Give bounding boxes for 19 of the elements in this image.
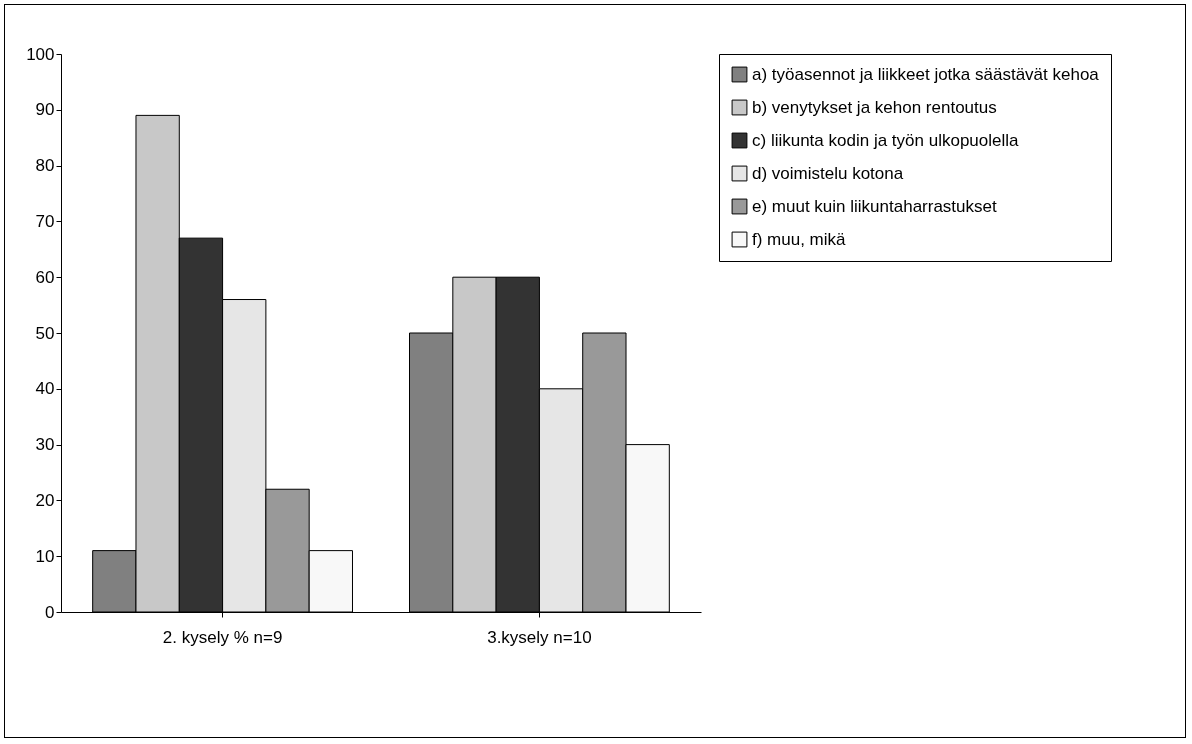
x-tick-label: 3.kysely n=10 xyxy=(487,627,592,647)
y-tick-label: 100 xyxy=(26,44,55,64)
legend-label: f) muu, mikä xyxy=(752,229,847,249)
y-tick-label: 60 xyxy=(35,267,55,287)
y-tick-label: 0 xyxy=(45,602,55,622)
y-tick-label: 10 xyxy=(35,546,55,566)
legend-label: d) voimistelu kotona xyxy=(752,163,904,183)
legend-label: c) liikunta kodin ja työn ulkopuolella xyxy=(752,130,1020,150)
legend-label: b) venytykset ja kehon rentoutus xyxy=(752,97,997,117)
y-tick-label: 90 xyxy=(35,100,55,120)
x-tick-label: 2. kysely % n=9 xyxy=(162,627,283,647)
legend-label: a) työasennot ja liikkeet jotka säästävät kehoa xyxy=(752,64,1100,84)
y-tick-label: 20 xyxy=(35,490,55,510)
y-tick-label: 70 xyxy=(35,211,55,231)
y-tick-label: 40 xyxy=(35,379,55,399)
y-tick-label: 30 xyxy=(35,435,55,455)
y-tick-label: 50 xyxy=(35,323,55,343)
legend-label: e) muut kuin liikuntaharrastukset xyxy=(752,196,997,216)
y-tick-label: 80 xyxy=(35,156,55,176)
